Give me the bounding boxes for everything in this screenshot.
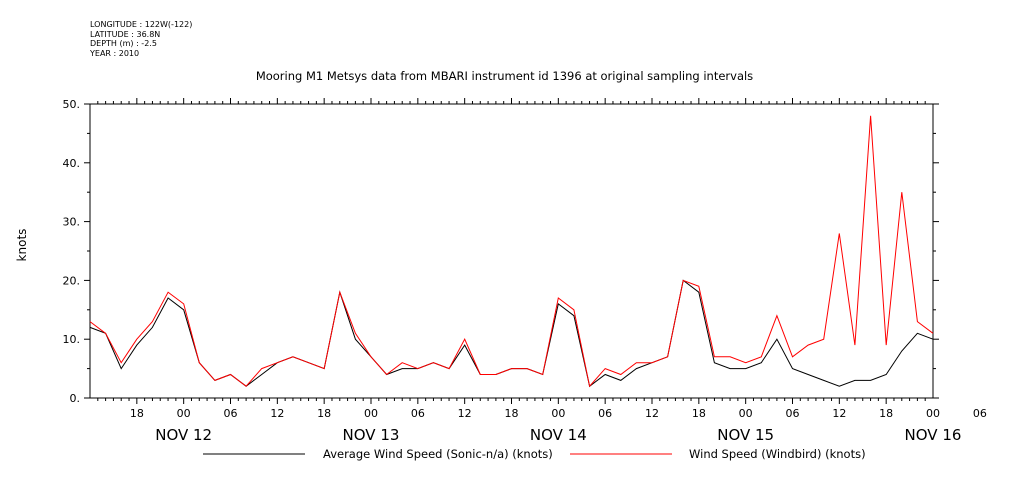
y-tick-label: 20. — [63, 274, 81, 287]
x-hour-label: 06 — [973, 407, 987, 420]
latitude-text: LATITUDE : 36.8N — [90, 29, 161, 39]
x-hour-label: 18 — [317, 407, 331, 420]
x-day-label: NOV 13 — [343, 426, 400, 444]
x-hour-label: 00 — [926, 407, 940, 420]
series-line-windbird-wind-speed — [89, 115, 934, 388]
depth-text: DEPTH (m) : -2.5 — [90, 39, 157, 48]
x-hour-label: 12 — [270, 407, 284, 420]
x-hour-label: 00 — [364, 407, 378, 420]
year-text: YEAR : 2010 — [90, 48, 140, 58]
legend-label-windbird: Wind Speed (Windbird) (knots) — [689, 447, 866, 461]
y-tick-label: 30. — [63, 216, 81, 229]
x-hour-label: 06 — [598, 407, 612, 420]
x-day-label: NOV 16 — [905, 426, 962, 444]
legend-label-average: Average Wind Speed (Sonic-n/a) (knots) — [323, 447, 553, 461]
x-hour-label: 18 — [130, 407, 144, 420]
x-hour-label: 18 — [692, 407, 706, 420]
x-hour-label: 18 — [505, 407, 519, 420]
y-tick-label: 40. — [63, 157, 81, 170]
metadata-block: LONGITUDE : 122W(-122) LATITUDE : 36.8N … — [90, 20, 192, 58]
longitude-text: LONGITUDE : 122W(-122) — [90, 20, 193, 29]
x-hour-label: 06 — [411, 407, 425, 420]
x-hour-label: 12 — [458, 407, 472, 420]
chart-title: Mooring M1 Metsys data from MBARI instru… — [255, 69, 754, 83]
plot-frame — [89, 103, 934, 399]
x-day-label: NOV 14 — [530, 426, 587, 444]
series-line-average-wind-speed — [89, 279, 934, 388]
x-hour-label: 12 — [645, 407, 659, 420]
x-hour-label: 00 — [177, 407, 191, 420]
x-hour-label: 12 — [832, 407, 846, 420]
x-hour-label: 06 — [786, 407, 800, 420]
y-tick-label: 10. — [63, 333, 81, 346]
x-day-label: NOV 15 — [717, 426, 774, 444]
x-hour-label: 00 — [739, 407, 753, 420]
y-tick-label: 50. — [63, 98, 81, 111]
x-hour-label: 06 — [224, 407, 238, 420]
y-tick-label: 0. — [70, 392, 81, 405]
x-hour-label: 00 — [551, 407, 565, 420]
x-day-label: NOV 12 — [155, 426, 212, 444]
x-hour-label: 18 — [879, 407, 893, 420]
